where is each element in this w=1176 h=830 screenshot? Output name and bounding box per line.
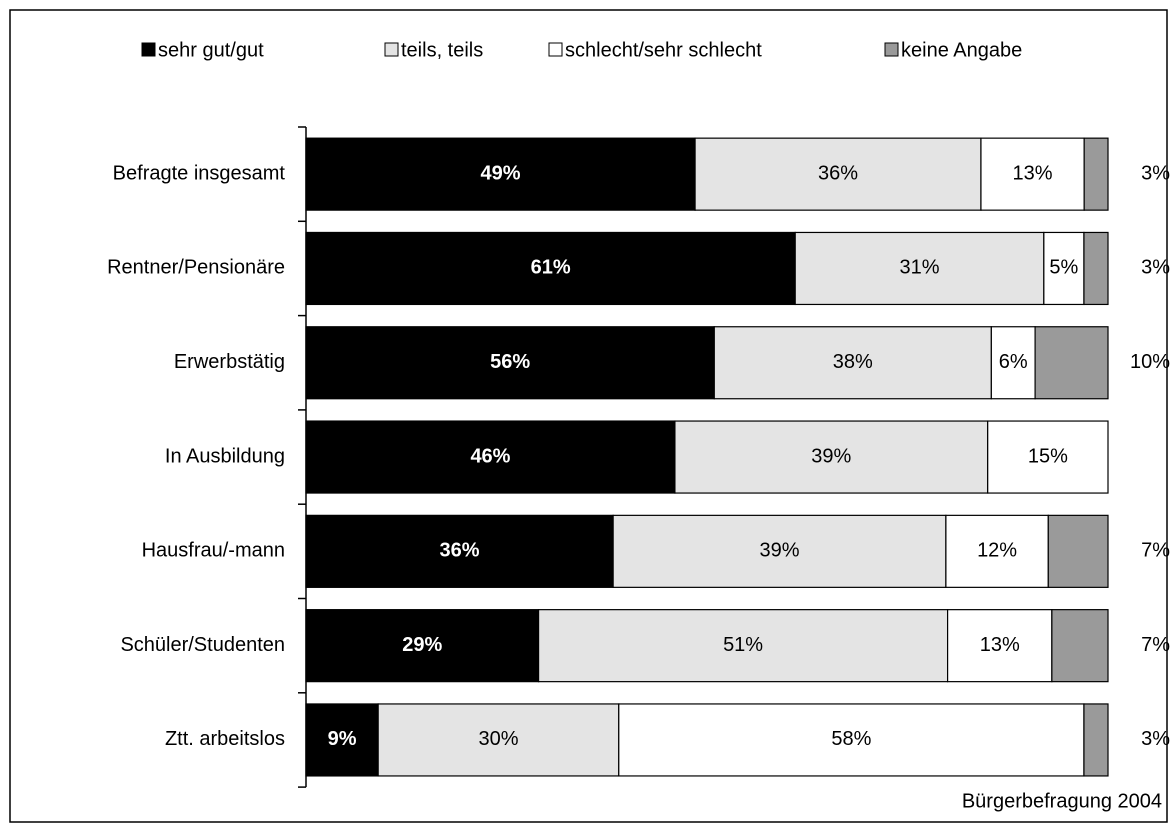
- chart-frame: [9, 9, 1168, 823]
- legend-label: teils, teils: [401, 39, 483, 61]
- bar-segment: [305, 231, 796, 306]
- bar-segment: [987, 420, 1109, 494]
- category-label: Befragte insgesamt: [113, 162, 286, 184]
- value-label: 5%: [1049, 257, 1078, 279]
- bar-segment: [1051, 609, 1109, 683]
- value-label: 29%: [402, 634, 442, 656]
- bar-segment: [305, 420, 676, 494]
- bar-segment: [713, 326, 992, 400]
- value-label: 13%: [1013, 162, 1053, 184]
- value-label: 9%: [328, 728, 357, 750]
- legend-label: keine Angabe: [901, 39, 1022, 61]
- bar-segment: [990, 326, 1036, 400]
- source-note: Bürgerbefragung 2004: [962, 790, 1162, 812]
- value-label: 39%: [760, 540, 800, 562]
- bar-segment: [1043, 231, 1085, 306]
- value-label: 30%: [478, 728, 518, 750]
- category-label: Hausfrau/-mann: [142, 540, 285, 562]
- bar-segment: [537, 609, 949, 683]
- value-label: 39%: [811, 445, 851, 467]
- bar-segment: [946, 609, 1053, 683]
- value-label: 12%: [977, 540, 1017, 562]
- value-label: 3%: [1141, 728, 1170, 750]
- value-label: 36%: [440, 540, 480, 562]
- bar-segment: [305, 326, 715, 400]
- bar-segment: [794, 231, 1045, 306]
- bar-segment: [305, 609, 540, 683]
- value-label: 61%: [531, 257, 571, 279]
- bar-segment: [694, 137, 982, 211]
- bar-segment: [612, 514, 947, 588]
- value-label: 49%: [481, 162, 521, 184]
- legend-label: sehr gut/gut: [158, 39, 264, 61]
- bar-segment: [1083, 231, 1109, 306]
- value-label: 31%: [900, 257, 940, 279]
- value-label: 56%: [490, 351, 530, 373]
- bar-segment: [1083, 703, 1109, 777]
- value-label: 51%: [723, 634, 763, 656]
- bar-segment: [1034, 326, 1109, 400]
- bar-segment: [945, 514, 1049, 588]
- value-label: 13%: [980, 634, 1020, 656]
- bar-segment: [1047, 514, 1109, 588]
- legend-label: schlecht/sehr schlecht: [565, 39, 762, 61]
- bar-segment: [305, 703, 379, 777]
- value-label: 15%: [1028, 445, 1068, 467]
- bar-segment: [980, 137, 1085, 211]
- value-label: 10%: [1130, 351, 1170, 373]
- bar-segment: [1083, 137, 1109, 211]
- value-label: 6%: [999, 351, 1028, 373]
- legend-swatch: [384, 42, 399, 57]
- legend-swatch: [884, 42, 899, 57]
- value-label: 7%: [1141, 540, 1170, 562]
- value-label: 3%: [1141, 257, 1170, 279]
- value-label: 3%: [1141, 162, 1170, 184]
- legend-swatch: [548, 42, 563, 57]
- bar-segment: [305, 514, 614, 588]
- value-label: 38%: [833, 351, 873, 373]
- category-label: Rentner/Pensionäre: [107, 257, 285, 279]
- category-label: Ztt. arbeitslos: [165, 728, 285, 750]
- bar-segment: [674, 420, 989, 494]
- bar-segment: [618, 703, 1085, 777]
- category-label: Erwerbstätig: [174, 351, 285, 373]
- category-label: In Ausbildung: [165, 445, 285, 467]
- value-label: 36%: [818, 162, 858, 184]
- category-label: Schüler/Studenten: [120, 634, 285, 656]
- value-label: 58%: [831, 728, 871, 750]
- legend-swatch: [141, 42, 156, 57]
- value-label: 7%: [1141, 634, 1170, 656]
- value-label: 46%: [470, 445, 510, 467]
